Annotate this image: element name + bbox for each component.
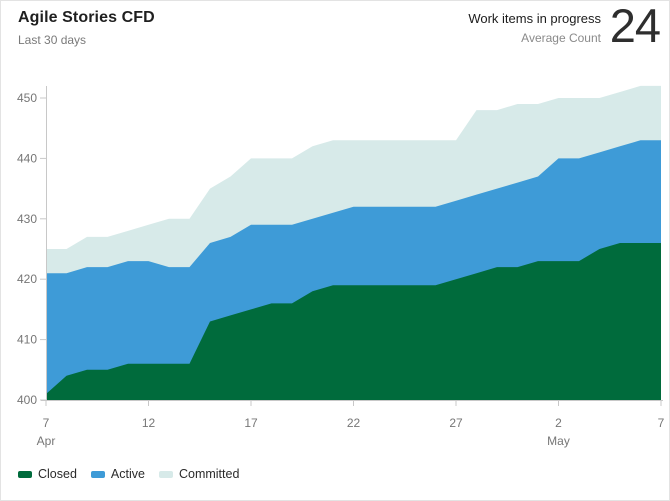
metric-label-primary: Work items in progress <box>468 11 601 26</box>
metric-label-secondary: Average Count <box>521 30 601 45</box>
y-axis-label: 420 <box>17 272 37 286</box>
legend-label: Committed <box>178 467 240 481</box>
y-axis-label: 410 <box>17 333 37 347</box>
page-title: Agile Stories CFD <box>18 9 155 26</box>
legend-swatch-committed <box>158 470 173 478</box>
legend-label: Active <box>110 467 145 481</box>
y-axis-label: 400 <box>17 393 37 407</box>
legend-item-committed: Committed <box>158 467 240 481</box>
legend-label: Closed <box>38 467 77 481</box>
x-axis-label: 12 <box>142 416 156 430</box>
metric-labels: Work items in progress Average Count <box>468 10 601 46</box>
metric-value: 24 <box>609 0 661 52</box>
x-axis-label: 27 <box>449 416 463 430</box>
subtitle-date-range: Last 30 days <box>18 33 87 47</box>
area-closed <box>46 243 661 400</box>
x-axis-month-label: May <box>547 434 570 448</box>
legend-item-active: Active <box>90 467 145 481</box>
legend-item-closed: Closed <box>18 467 77 481</box>
y-axis-label: 440 <box>17 151 37 165</box>
x-axis-label: 2 <box>555 416 562 430</box>
y-axis-label: 430 <box>17 212 37 226</box>
x-axis-label: 7 <box>658 416 665 430</box>
x-axis-label: 17 <box>244 416 258 430</box>
x-axis-label: 22 <box>347 416 361 430</box>
y-axis-label: 450 <box>17 91 37 105</box>
x-axis-label: 7 <box>43 416 50 430</box>
legend-swatch-closed <box>18 470 32 478</box>
chart-legend: Closed Active Committed <box>18 467 239 481</box>
legend-swatch-active <box>90 470 105 478</box>
x-axis-month-label: Apr <box>37 434 56 448</box>
